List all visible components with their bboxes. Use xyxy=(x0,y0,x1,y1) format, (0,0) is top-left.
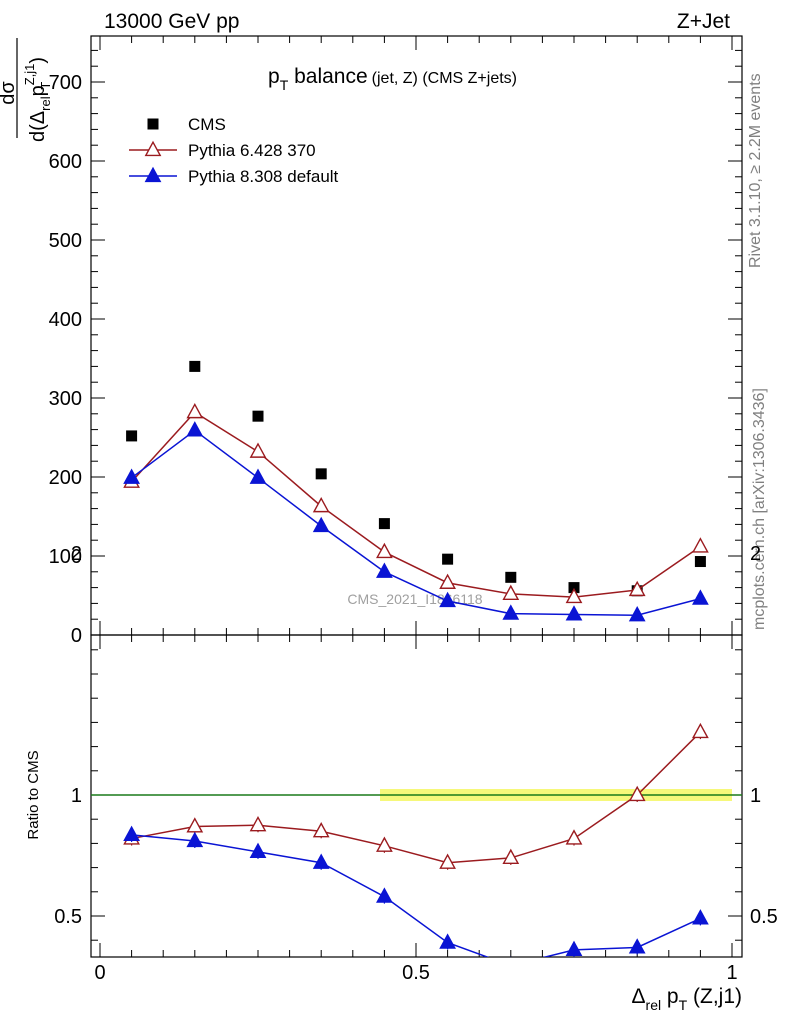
series-2-point xyxy=(376,562,393,578)
ratio-y-tick-label-right: 0.5 xyxy=(750,906,778,928)
main-y-tick-label: 600 xyxy=(49,151,82,173)
ratio-point-0 xyxy=(376,836,393,852)
main-y-tick-label: 200 xyxy=(49,467,82,489)
main-y-axis-label: dσ xyxy=(0,81,19,105)
series-line-2 xyxy=(131,429,701,617)
cms-data-point xyxy=(378,518,390,530)
svg-text:mcplots.cern.ch [arXiv:1306.34: mcplots.cern.ch [arXiv:1306.3436] xyxy=(751,388,768,630)
main-series-group xyxy=(123,360,709,622)
ratio-point-1 xyxy=(628,938,646,954)
ratio-point-0 xyxy=(186,817,204,833)
ratio-line-1 xyxy=(131,834,701,957)
series-1-point xyxy=(502,584,520,601)
x-tick-label: 0.5 xyxy=(402,962,430,984)
ratio-series-group xyxy=(123,722,709,957)
series-2-point xyxy=(123,468,140,484)
chart-title: pT balance (jet, Z) (CMS Z+jets) xyxy=(268,65,517,93)
legend-marker-cms xyxy=(147,118,159,130)
series-1-point xyxy=(312,496,330,513)
series-1-point xyxy=(376,542,393,559)
cms-data-point xyxy=(189,360,201,372)
ratio-point-0 xyxy=(312,822,330,838)
cms-data-point xyxy=(568,582,580,594)
cms-data-point xyxy=(694,556,706,568)
legend-marker-2 xyxy=(144,166,162,183)
main-y-axis-label-denominator: d(ΔrelpZ,j1T) xyxy=(22,57,53,142)
main-y-tick-label: 700 xyxy=(49,72,82,94)
legend-label-0: CMS xyxy=(188,115,226,134)
x-tick-label: 0 xyxy=(94,962,105,984)
series-1-point xyxy=(565,587,583,604)
legend-label-2: Pythia 8.308 default xyxy=(188,167,339,186)
ratio-y-tick-label: 0.5 xyxy=(54,906,82,928)
cms-data-point xyxy=(505,571,517,583)
ratio-point-0 xyxy=(249,815,267,832)
ratio-point-1 xyxy=(439,933,456,949)
series-1-point xyxy=(692,537,709,553)
svg-text:Ratio to CMS: Ratio to CMS xyxy=(25,750,42,839)
header-right: Z+Jet xyxy=(677,10,730,33)
mcplots-label: mcplots.cern.ch [arXiv:1306.3436] xyxy=(751,388,768,630)
ratio-point-1 xyxy=(510,956,512,957)
series-1-point xyxy=(628,580,646,597)
ratio-point-1 xyxy=(376,887,393,903)
chart-dynamic-layer: 0 100 200 300 400 500 600 700 0.5 0.5 1 1 2 2 0 0.5 1 CMS… xyxy=(49,35,778,984)
x-axis-label: Δrel pT (Z,j1) xyxy=(632,985,743,1013)
series-2-point xyxy=(439,591,456,608)
ratio-point-1 xyxy=(692,909,709,925)
cms-data-point xyxy=(252,410,264,422)
main-y-tick-label: 100 xyxy=(49,546,82,568)
main-y-tick-label: 300 xyxy=(49,388,82,410)
x-tick-label: 1 xyxy=(726,962,737,984)
series-2-point xyxy=(628,605,646,622)
ratio-point-0 xyxy=(628,785,646,802)
series-2-point xyxy=(692,589,709,605)
svg-text:dσ: dσ xyxy=(0,81,19,105)
ratio-point-1 xyxy=(565,940,583,956)
rivet-label: Rivet 3.1.10, ≥ 2.2M events xyxy=(747,73,764,268)
cms-data-point xyxy=(315,468,327,480)
series-2-point xyxy=(565,605,583,621)
ratio-y-tick-label: 2 xyxy=(71,543,82,565)
ratio-point-1 xyxy=(249,842,267,858)
series-2-point xyxy=(249,468,267,484)
ratio-point-0 xyxy=(502,848,520,865)
ratio-point-1 xyxy=(312,853,330,869)
ratio-point-1 xyxy=(123,825,140,842)
cms-data-point xyxy=(442,553,454,565)
ratio-point-0 xyxy=(439,853,456,869)
svg-text:Rivet 3.1.10, ≥ 2.2M events: Rivet 3.1.10, ≥ 2.2M events xyxy=(747,73,764,268)
series-2-point xyxy=(312,516,330,533)
series-1-point xyxy=(249,442,267,458)
legend-label-1: Pythia 6.428 370 xyxy=(188,141,316,160)
ratio-point-1 xyxy=(186,831,204,848)
ratio-line-0 xyxy=(131,731,701,864)
series-1-point xyxy=(439,573,456,589)
series-1-point xyxy=(186,402,204,419)
series-2-point xyxy=(186,421,204,437)
header-left: 13000 GeV pp xyxy=(104,10,239,33)
ratio-y-tick-label-right: 2 xyxy=(750,543,761,565)
main-y-tick-label: 0 xyxy=(71,625,82,647)
series-line-1 xyxy=(131,411,701,598)
ratio-point-0 xyxy=(692,722,709,739)
ratio-y-tick-label: 1 xyxy=(71,785,82,807)
series-2-point xyxy=(502,604,520,620)
main-y-tick-label: 500 xyxy=(49,230,82,252)
ratio-point-0 xyxy=(565,829,583,845)
svg-text:d(ΔrelpZ,j1T): d(ΔrelpZ,j1T) xyxy=(22,57,53,142)
main-y-tick-label: 400 xyxy=(49,309,82,331)
ratio-y-tick-label-right: 1 xyxy=(750,785,761,807)
legend-marker-1 xyxy=(144,140,162,157)
cms-data-point xyxy=(126,430,138,442)
ratio-y-axis-label: Ratio to CMS xyxy=(25,750,42,839)
